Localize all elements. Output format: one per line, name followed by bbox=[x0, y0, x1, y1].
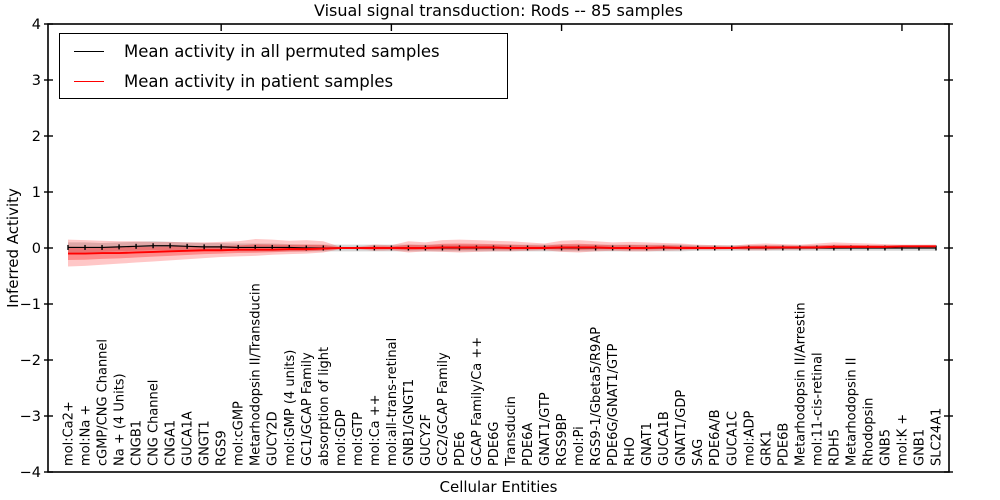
x-category-label: GNGT1 bbox=[198, 420, 213, 466]
y-tick-label: 1 bbox=[32, 185, 41, 201]
x-category-label: mol:GDP bbox=[334, 409, 349, 466]
x-category-label: mol:ADP bbox=[742, 410, 757, 466]
x-category-label: CNGB1 bbox=[130, 420, 145, 466]
x-category-label: GNB5 bbox=[878, 429, 893, 466]
x-category-label: RGS9-1/Gbeta5/R9AP bbox=[589, 327, 604, 466]
y-tick-label: 4 bbox=[32, 17, 41, 33]
legend-line-patient-samples bbox=[74, 80, 104, 82]
x-category-label: PDE6A/B bbox=[708, 409, 723, 466]
x-category-label: GRK1 bbox=[759, 430, 774, 466]
legend: Mean activity in all permuted samples Me… bbox=[59, 33, 508, 99]
x-category-label: GNB1 bbox=[912, 429, 927, 466]
y-tick-label: −2 bbox=[20, 353, 41, 369]
legend-line-permuted-samples bbox=[74, 50, 104, 52]
x-category-label: SAG bbox=[691, 439, 706, 466]
y-tick-label: −4 bbox=[20, 465, 41, 481]
x-category-label: PDE6A bbox=[521, 423, 536, 466]
x-category-label: GUCY2F bbox=[419, 414, 434, 466]
y-tick-label: 2 bbox=[32, 129, 41, 145]
x-category-label: GC1/GCAP Family bbox=[300, 352, 315, 466]
y-axis-label: Inferred Activity bbox=[4, 188, 22, 308]
x-category-label: GUCA1A bbox=[181, 411, 196, 466]
x-category-label: PDE6G bbox=[487, 422, 502, 466]
x-category-label: GNAT1 bbox=[640, 422, 655, 466]
x-category-label: CNGA1 bbox=[164, 420, 179, 466]
x-category-label: mol:Ca2+ bbox=[62, 401, 77, 466]
x-category-label: RGS9BP bbox=[555, 413, 570, 466]
x-category-label: PDE6G/GNAT1/GTP bbox=[606, 343, 621, 466]
x-category-label: GNAT1/GTP bbox=[538, 392, 553, 466]
x-category-label: PDE6B bbox=[776, 423, 791, 466]
legend-label-patient: Mean activity in patient samples bbox=[124, 71, 394, 91]
x-category-label: Metarhodopsin II bbox=[844, 358, 859, 466]
y-tick-label: 3 bbox=[32, 73, 41, 89]
chart-title: Visual signal transduction: Rods -- 85 s… bbox=[314, 1, 683, 20]
x-category-label: GC2/GCAP Family bbox=[436, 352, 451, 466]
x-category-label: RHO bbox=[623, 437, 638, 466]
x-category-label: mol:all-trans-retinal bbox=[385, 338, 400, 466]
x-category-label: cGMP/CNG Channel bbox=[96, 339, 111, 466]
patient-std-band-outer bbox=[68, 239, 936, 267]
x-category-label: RGS9 bbox=[215, 430, 230, 466]
x-category-label: Rhodopsin bbox=[861, 398, 876, 466]
x-category-label: GUCA1C bbox=[725, 411, 740, 466]
x-category-label: GUCY2D bbox=[266, 411, 281, 466]
legend-entry-permuted: Mean activity in all permuted samples bbox=[60, 38, 507, 64]
x-category-label: CNG Channel bbox=[147, 380, 162, 466]
x-category-label: Metarhodopsin II/Arrestin bbox=[793, 302, 808, 466]
x-category-label: mol:cGMP bbox=[232, 401, 247, 466]
x-category-label: mol:Na + bbox=[79, 405, 94, 466]
x-category-label: absorption of light bbox=[317, 347, 332, 466]
x-category-label: Metarhodopsin II/Transducin bbox=[249, 283, 264, 466]
x-category-label: GNB1/GNGT1 bbox=[402, 379, 417, 466]
x-category-label: GCAP Family/Ca ++ bbox=[470, 337, 485, 466]
legend-entry-patient: Mean activity in patient samples bbox=[60, 68, 507, 94]
x-category-label: Na + (4 Units) bbox=[113, 373, 128, 466]
y-tick-label: −3 bbox=[20, 409, 41, 425]
legend-label-permuted: Mean activity in all permuted samples bbox=[124, 41, 440, 61]
x-category-label: mol:GTP bbox=[351, 412, 366, 466]
x-category-label: SLC24A1 bbox=[930, 408, 945, 466]
x-axis-label: Cellular Entities bbox=[439, 478, 558, 496]
x-category-label: mol:Pi bbox=[572, 426, 587, 466]
x-category-label: GNAT1/GDP bbox=[674, 390, 689, 466]
patient-mean-line bbox=[68, 245, 936, 255]
x-category-label: mol:11-cis-retinal bbox=[810, 352, 825, 466]
x-category-label: mol:GMP (4 units) bbox=[283, 350, 298, 466]
x-category-label: PDE6 bbox=[453, 432, 468, 466]
x-category-label: RDH5 bbox=[827, 429, 842, 466]
y-tick-label: 0 bbox=[32, 241, 41, 257]
y-tick-label: −1 bbox=[20, 297, 41, 313]
x-category-label: Transducin bbox=[504, 396, 519, 467]
x-category-label: GUCA1B bbox=[657, 411, 672, 466]
x-category-label: mol:Ca ++ bbox=[368, 394, 383, 466]
x-category-label: mol:K + bbox=[895, 414, 910, 466]
